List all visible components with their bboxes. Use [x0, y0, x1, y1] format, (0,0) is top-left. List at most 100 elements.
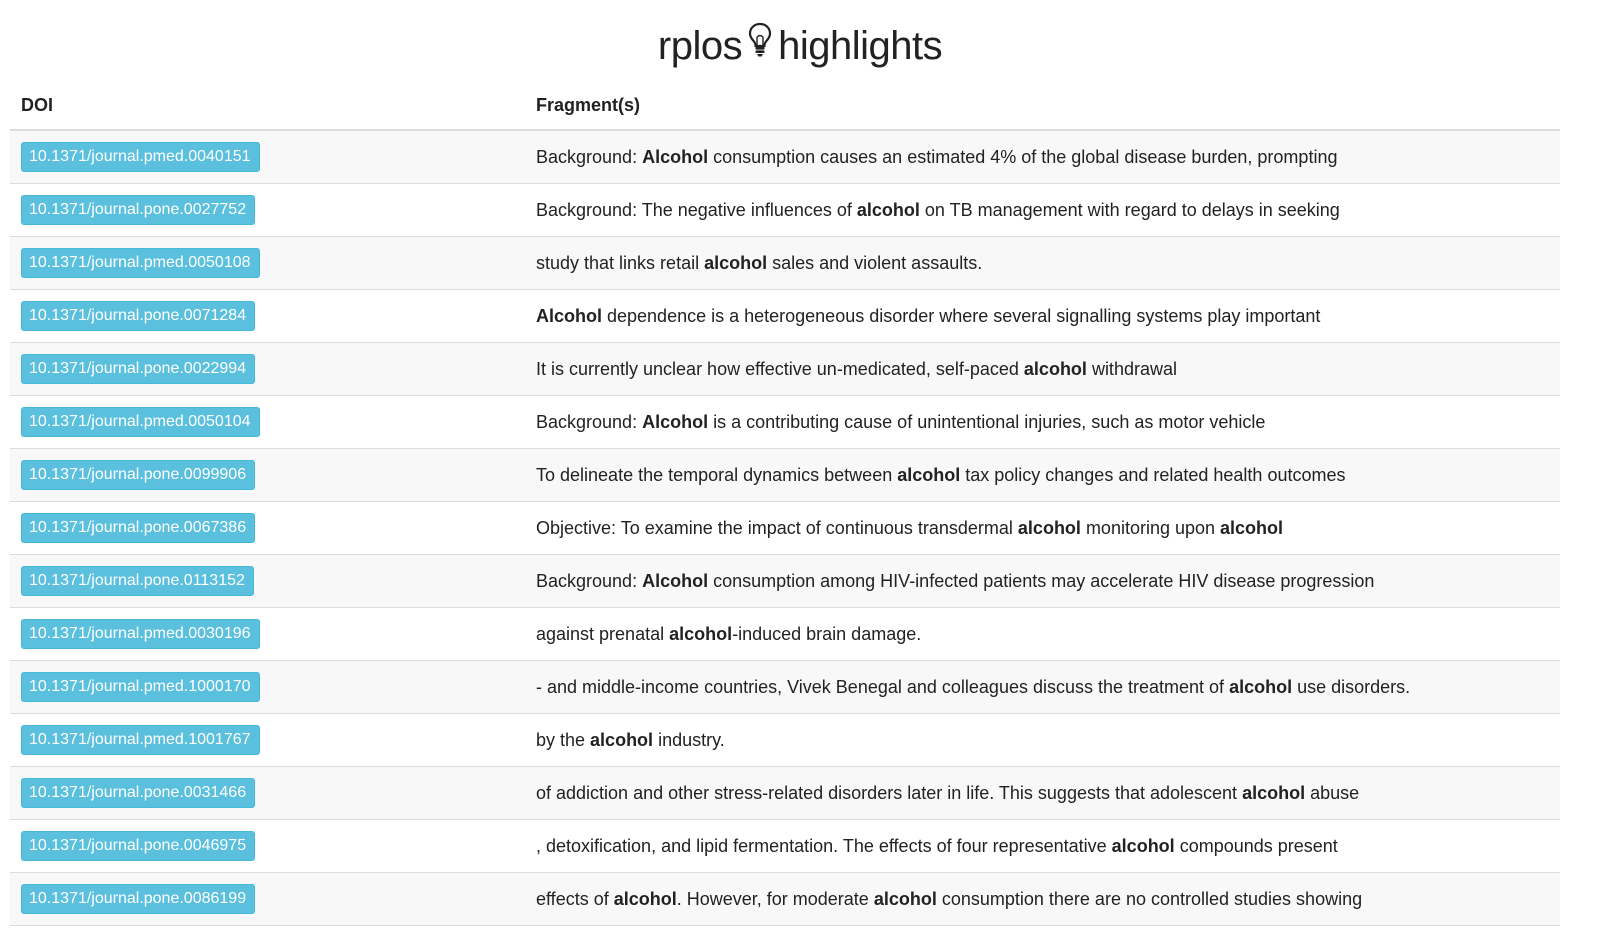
doi-link[interactable]: 10.1371/journal.pone.0113152 — [21, 566, 254, 596]
fragment-cell: It is currently unclear how effective un… — [531, 342, 1560, 396]
table-row: 10.1371/journal.pmed.0050104 Background: … — [10, 395, 1560, 449]
fragment-text: . However, for moderate — [676, 888, 874, 909]
fragment-text: is a contributing cause of unintentional… — [708, 411, 1266, 432]
doi-cell: 10.1371/journal.pmed.1001767 — [10, 713, 531, 767]
doi-cell: 10.1371/journal.pone.0046975 — [10, 819, 531, 873]
fragment-text: , detoxification, and lipid fermentation… — [536, 835, 1112, 856]
fragment-text: industry. — [653, 729, 725, 750]
lightbulb-icon — [748, 0, 772, 91]
fragment-text: consumption there are no controlled stud… — [936, 888, 1363, 909]
fragment-cell: Background: Alcohol consumption causes a… — [531, 130, 1560, 184]
table-row: 10.1371/journal.pone.0067386 Objective: T… — [10, 501, 1560, 555]
doi-link[interactable]: 10.1371/journal.pone.0031466 — [21, 778, 256, 808]
doi-link[interactable]: 10.1371/journal.pmed.1001767 — [21, 725, 260, 755]
highlight-term: Alcohol — [642, 570, 709, 591]
table-row: 10.1371/journal.pone.0086199 effects of a… — [10, 872, 1560, 926]
table-row: 10.1371/journal.pone.0022994 It is curren… — [10, 342, 1560, 396]
fragment-text: Background: — [536, 411, 643, 432]
fragment-text: abuse — [1305, 782, 1360, 803]
table-row: 10.1371/journal.pone.0031466 of addiction… — [10, 766, 1560, 820]
doi-cell: 10.1371/journal.pone.0071284 — [10, 289, 531, 343]
highlight-term: alcohol — [590, 729, 654, 750]
column-header-fragments: Fragment(s) — [531, 92, 1560, 131]
table-body: 10.1371/journal.pmed.0040151 Background: … — [10, 130, 1560, 926]
highlight-term: alcohol — [1242, 782, 1306, 803]
highlight-term: alcohol — [873, 888, 937, 909]
fragment-text: by the — [536, 729, 591, 750]
results-table: DOI Fragment(s) 10.1371/journal.pmed.004… — [10, 92, 1560, 926]
doi-link[interactable]: 10.1371/journal.pmed.0050108 — [21, 248, 260, 278]
doi-cell: 10.1371/journal.pmed.1000170 — [10, 660, 531, 714]
doi-cell: 10.1371/journal.pone.0031466 — [10, 766, 531, 820]
fragment-text: withdrawal — [1086, 358, 1177, 379]
fragment-text: compounds present — [1174, 835, 1338, 856]
fragment-text: consumption causes an estimated 4% of th… — [708, 146, 1338, 167]
doi-link[interactable]: 10.1371/journal.pmed.0040151 — [21, 142, 260, 172]
doi-cell: 10.1371/journal.pmed.0050104 — [10, 395, 531, 449]
fragment-text: Background: The negative influences of — [536, 199, 857, 220]
doi-link[interactable]: 10.1371/journal.pone.0071284 — [21, 301, 256, 331]
table-row: 10.1371/journal.pone.0027752 Background: … — [10, 183, 1560, 237]
fragment-text: consumption among HIV-infected patients … — [708, 570, 1375, 591]
fragment-text: -induced brain damage. — [732, 623, 922, 644]
table-row: 10.1371/journal.pmed.1000170 - and middle… — [10, 660, 1560, 714]
doi-link[interactable]: 10.1371/journal.pone.0067386 — [21, 513, 256, 543]
table-row: 10.1371/journal.pmed.0040151 Background: … — [10, 130, 1560, 184]
table-row: 10.1371/journal.pone.0046975 , detoxifica… — [10, 819, 1560, 873]
doi-cell: 10.1371/journal.pone.0067386 — [10, 501, 531, 555]
fragment-text: against prenatal — [536, 623, 670, 644]
fragment-text: effects of — [536, 888, 614, 909]
doi-cell: 10.1371/journal.pmed.0050108 — [10, 236, 531, 290]
table-row: 10.1371/journal.pmed.1001767 by the alcoh… — [10, 713, 1560, 767]
fragment-text: on TB management with regard to delays i… — [919, 199, 1340, 220]
doi-cell: 10.1371/journal.pone.0113152 — [10, 554, 531, 608]
doi-link[interactable]: 10.1371/journal.pmed.0030196 — [21, 619, 260, 649]
fragment-cell: Objective: To examine the impact of cont… — [531, 501, 1560, 555]
highlight-term: alcohol — [897, 464, 961, 485]
doi-cell: 10.1371/journal.pone.0027752 — [10, 183, 531, 237]
highlight-term: alcohol — [613, 888, 677, 909]
highlight-term: alcohol — [1023, 358, 1087, 379]
fragment-cell: study that links retail alcohol sales an… — [531, 236, 1560, 290]
highlight-term: Alcohol — [642, 411, 709, 432]
doi-link[interactable]: 10.1371/journal.pone.0027752 — [21, 195, 256, 225]
fragment-text: It is currently unclear how effective un… — [536, 358, 1024, 379]
highlight-term: alcohol — [1220, 517, 1284, 538]
fragment-cell: of addiction and other stress-related di… — [531, 766, 1560, 820]
fragment-text: Background: — [536, 570, 643, 591]
doi-link[interactable]: 10.1371/journal.pone.0022994 — [21, 354, 256, 384]
doi-link[interactable]: 10.1371/journal.pmed.1000170 — [21, 672, 260, 702]
doi-link[interactable]: 10.1371/journal.pone.0046975 — [21, 831, 256, 861]
highlight-term: alcohol — [1017, 517, 1081, 538]
fragment-cell: Background: Alcohol is a contributing ca… — [531, 395, 1560, 449]
table-row: 10.1371/journal.pmed.0030196 against pren… — [10, 607, 1560, 661]
table-row: 10.1371/journal.pmed.0050108 study that l… — [10, 236, 1560, 290]
page-title: rplos highlights — [0, 0, 1600, 92]
highlight-term: alcohol — [856, 199, 920, 220]
table-row: 10.1371/journal.pone.0113152 Background: … — [10, 554, 1560, 608]
highlight-term: alcohol — [1111, 835, 1175, 856]
title-text-highlights: highlights — [778, 24, 943, 68]
fragment-text: Objective: To examine the impact of cont… — [536, 517, 1018, 538]
highlight-term: Alcohol — [642, 146, 709, 167]
fragment-text: To delineate the temporal dynamics betwe… — [536, 464, 898, 485]
doi-link[interactable]: 10.1371/journal.pone.0099906 — [21, 460, 256, 490]
fragment-text: dependence is a heterogeneous disorder w… — [602, 305, 1321, 326]
fragment-text: tax policy changes and related health ou… — [960, 464, 1346, 485]
fragment-cell: Background: Alcohol consumption among HI… — [531, 554, 1560, 608]
fragment-text: use disorders. — [1292, 676, 1411, 697]
doi-link[interactable]: 10.1371/journal.pone.0086199 — [21, 884, 256, 914]
doi-link[interactable]: 10.1371/journal.pmed.0050104 — [21, 407, 260, 437]
table-header-row: DOI Fragment(s) — [10, 92, 1560, 131]
fragment-cell: Background: The negative influences of a… — [531, 183, 1560, 237]
doi-cell: 10.1371/journal.pmed.0030196 — [10, 607, 531, 661]
fragment-cell: by the alcohol industry. — [531, 713, 1560, 767]
fragment-text: - and middle-income countries, Vivek Ben… — [536, 676, 1230, 697]
table-row: 10.1371/journal.pone.0071284 Alcohol depe… — [10, 289, 1560, 343]
fragment-text: study that links retail — [536, 252, 705, 273]
column-header-doi: DOI — [10, 92, 531, 131]
fragment-cell: , detoxification, and lipid fermentation… — [531, 819, 1560, 873]
highlight-term: alcohol — [704, 252, 768, 273]
title-text-rplos: rplos — [657, 24, 743, 68]
doi-cell: 10.1371/journal.pone.0086199 — [10, 872, 531, 926]
